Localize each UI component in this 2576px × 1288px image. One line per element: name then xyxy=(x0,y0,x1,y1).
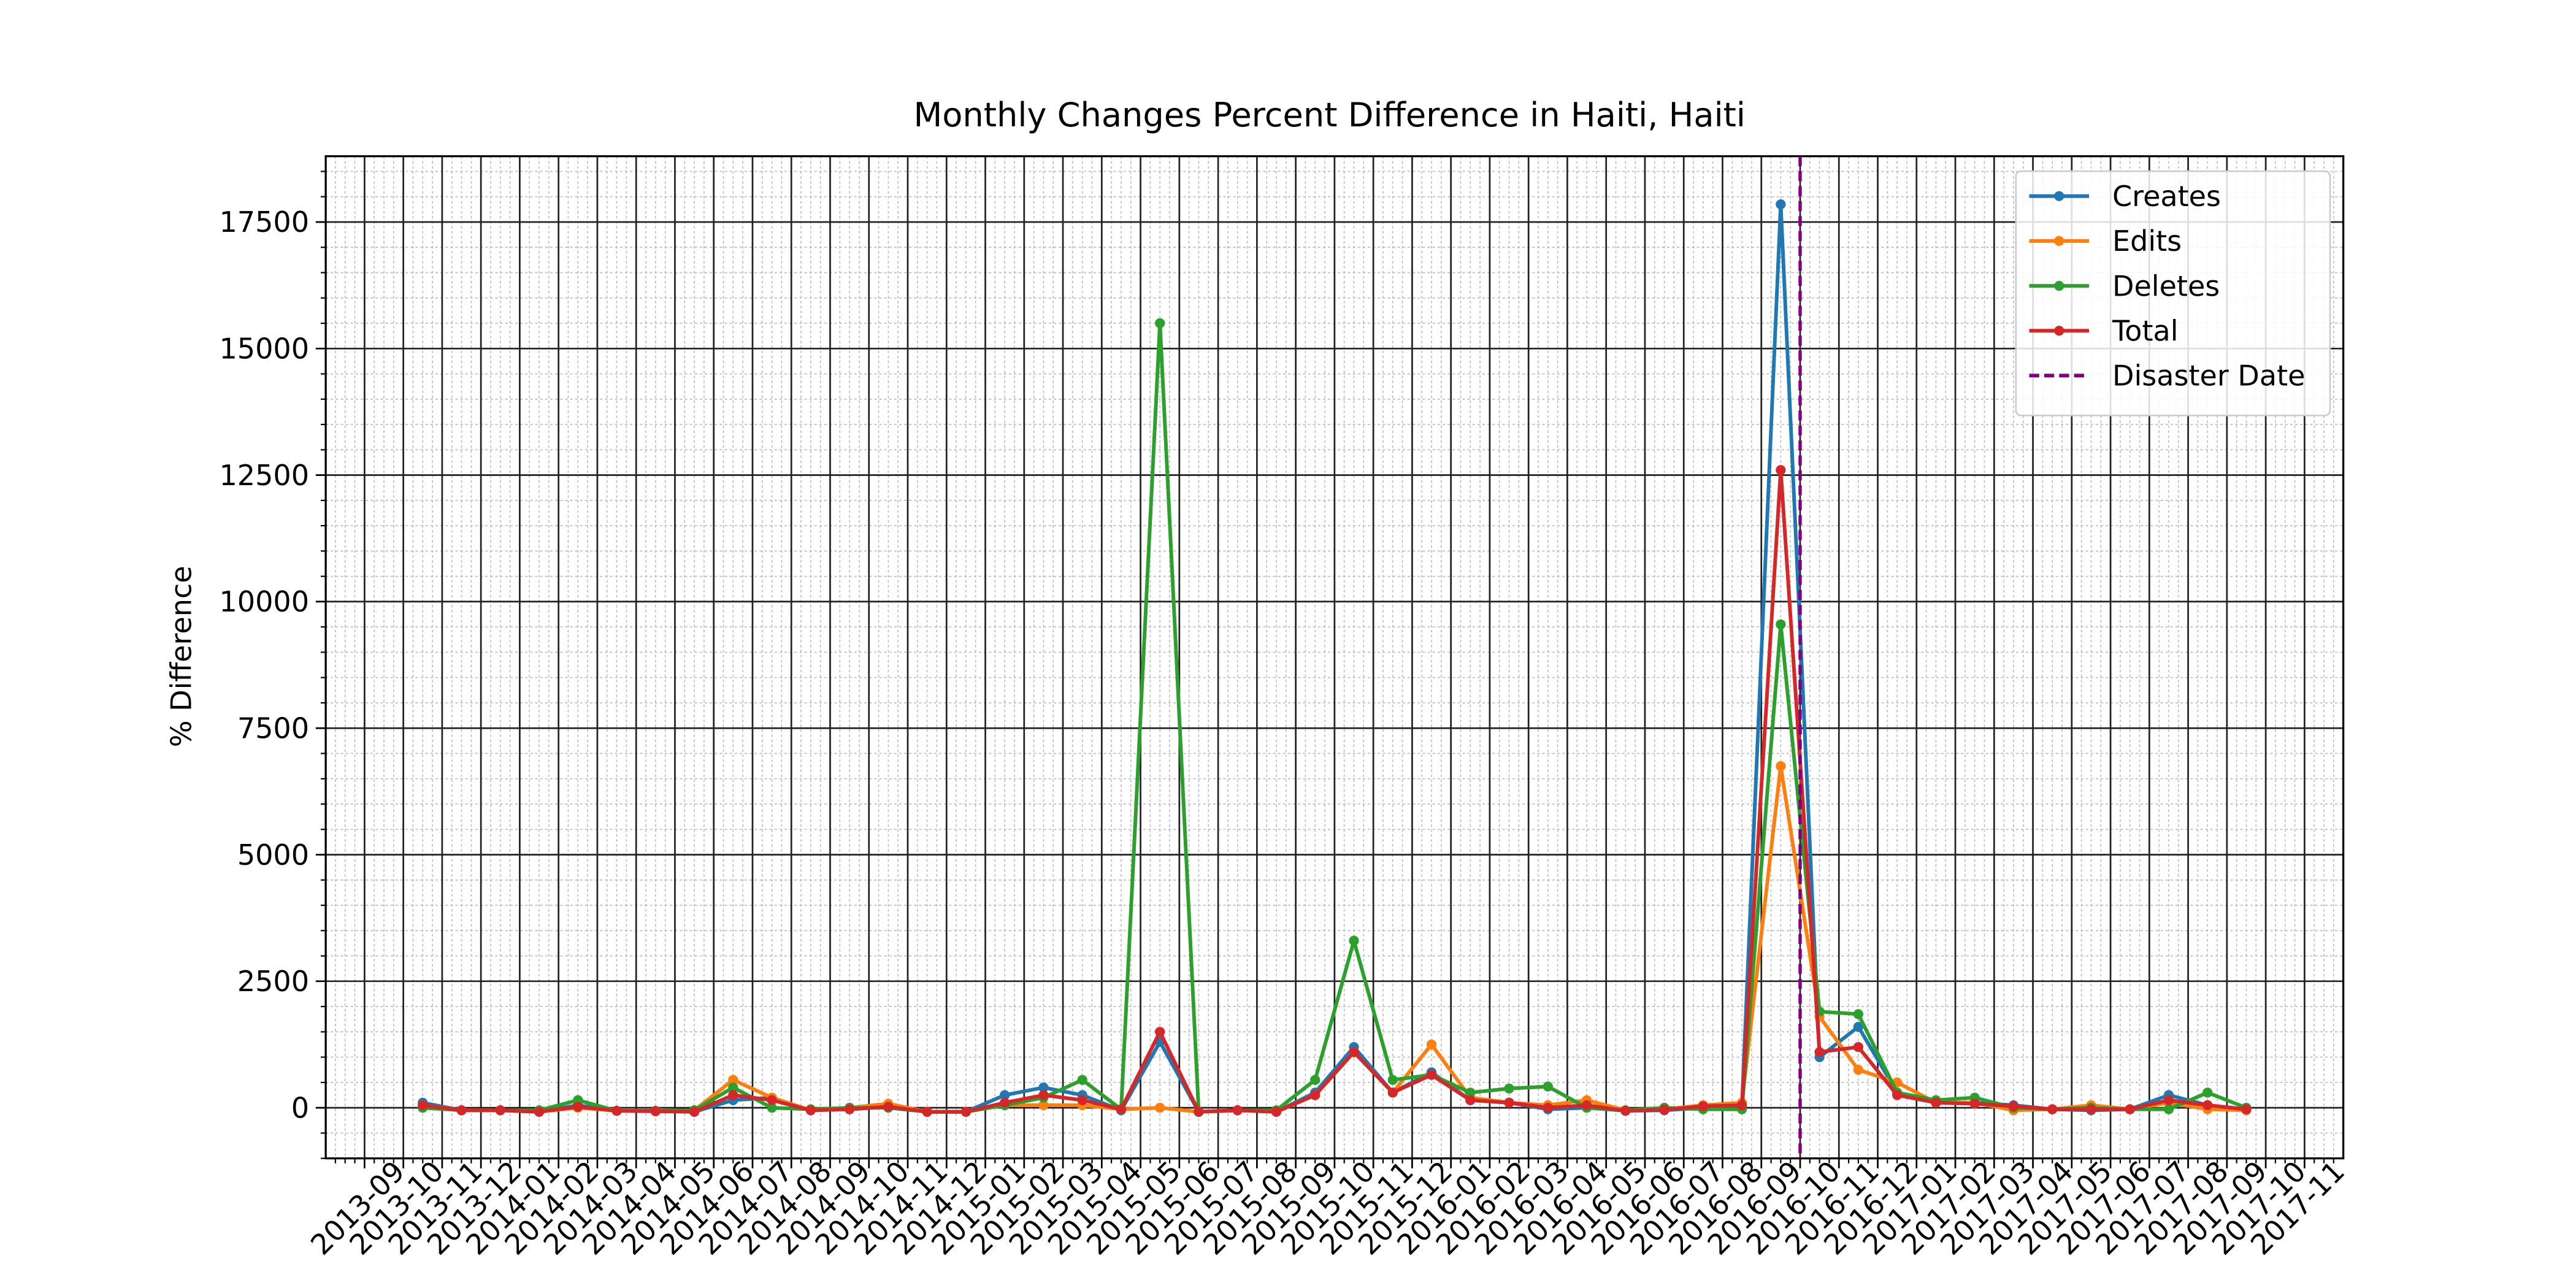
data-point xyxy=(1077,1075,1087,1085)
legend-marker xyxy=(2054,280,2064,291)
data-point xyxy=(1194,1106,1204,1117)
legend-label: Edits xyxy=(2112,224,2182,258)
data-point xyxy=(767,1095,777,1105)
data-point xyxy=(1465,1095,1476,1105)
data-point xyxy=(1310,1075,1321,1085)
data-point xyxy=(1931,1097,1941,1108)
data-point xyxy=(844,1104,855,1114)
data-point xyxy=(1038,1100,1049,1111)
data-point xyxy=(1038,1090,1049,1100)
y-tick-label: 12500 xyxy=(220,459,309,492)
data-point xyxy=(1814,1047,1825,1057)
data-point xyxy=(1349,935,1359,946)
y-tick-label: 15000 xyxy=(220,332,309,366)
data-point xyxy=(2125,1104,2135,1114)
data-point xyxy=(1504,1083,1514,1094)
data-point xyxy=(1155,318,1165,329)
data-point xyxy=(2241,1104,2252,1114)
data-point xyxy=(689,1106,700,1117)
data-point xyxy=(1387,1075,1398,1085)
data-point xyxy=(1969,1098,1980,1109)
data-point xyxy=(1155,1102,1165,1113)
data-point xyxy=(1504,1097,1514,1108)
data-point xyxy=(728,1090,738,1100)
data-point xyxy=(650,1106,661,1117)
data-point xyxy=(1581,1100,1592,1111)
data-point xyxy=(2202,1100,2213,1111)
data-point xyxy=(1776,465,1786,475)
data-point xyxy=(767,1102,777,1113)
y-tick-label: 0 xyxy=(291,1091,309,1124)
data-point xyxy=(1698,1101,1708,1111)
data-point xyxy=(1155,1027,1165,1037)
data-point xyxy=(1232,1105,1243,1116)
y-axis-label: % Difference xyxy=(165,565,198,747)
legend-label: Total xyxy=(2112,314,2179,347)
data-point xyxy=(1776,619,1786,630)
data-point xyxy=(1776,199,1786,210)
data-point xyxy=(456,1105,467,1116)
data-point xyxy=(2163,1104,2174,1114)
data-point xyxy=(1620,1105,1631,1116)
data-point xyxy=(534,1106,545,1117)
data-point xyxy=(2047,1104,2058,1114)
y-tick-label: 10000 xyxy=(220,585,309,618)
data-point xyxy=(2202,1087,2213,1098)
data-point xyxy=(1736,1100,1747,1111)
data-point xyxy=(1271,1106,1282,1117)
data-point xyxy=(1892,1090,1903,1100)
y-tick-label: 17500 xyxy=(220,205,309,239)
data-point xyxy=(1387,1087,1398,1098)
data-point xyxy=(2008,1101,2019,1111)
data-point xyxy=(922,1106,932,1117)
data-point xyxy=(1000,1097,1010,1108)
legend-marker xyxy=(2054,236,2064,247)
data-point xyxy=(1543,1102,1553,1113)
legend-label: Disaster Date xyxy=(2112,359,2305,393)
data-point xyxy=(1659,1105,1669,1115)
legend-marker xyxy=(2054,191,2064,201)
plot-frame xyxy=(324,155,2345,1160)
data-point xyxy=(1543,1081,1553,1092)
legend-box xyxy=(2015,170,2331,416)
data-point xyxy=(1853,1021,1864,1032)
data-point xyxy=(1853,1009,1864,1019)
data-point xyxy=(2086,1104,2096,1114)
data-point xyxy=(960,1106,972,1117)
chart-title: Monthly Changes Percent Difference in Ha… xyxy=(913,96,1746,134)
data-point xyxy=(1077,1095,1087,1105)
y-tick-label: 5000 xyxy=(237,838,309,872)
data-point xyxy=(1853,1065,1864,1075)
data-point xyxy=(728,1082,738,1093)
legend-marker xyxy=(2054,326,2064,336)
data-point xyxy=(1038,1082,1049,1093)
data-point xyxy=(611,1105,622,1116)
data-point xyxy=(495,1105,505,1116)
data-point xyxy=(1426,1070,1437,1080)
data-point xyxy=(1349,1047,1359,1057)
y-tick-label: 2500 xyxy=(237,965,309,998)
y-tick-label: 7500 xyxy=(237,711,309,745)
data-point xyxy=(728,1075,738,1085)
data-point xyxy=(1465,1087,1476,1098)
series-line xyxy=(423,321,2247,1114)
data-point xyxy=(418,1100,428,1111)
data-point xyxy=(1426,1039,1437,1050)
data-point xyxy=(1000,1090,1010,1100)
data-point xyxy=(1776,761,1786,772)
data-point xyxy=(1853,1041,1864,1052)
data-point xyxy=(1310,1090,1321,1100)
legend-label: Creates xyxy=(2112,180,2221,213)
legend-label: Deletes xyxy=(2112,269,2220,302)
data-point xyxy=(2163,1095,2174,1105)
data-point xyxy=(1116,1104,1127,1114)
series-line xyxy=(422,468,2247,1114)
data-point xyxy=(883,1102,894,1112)
data-point xyxy=(805,1105,816,1116)
data-point xyxy=(573,1102,583,1112)
